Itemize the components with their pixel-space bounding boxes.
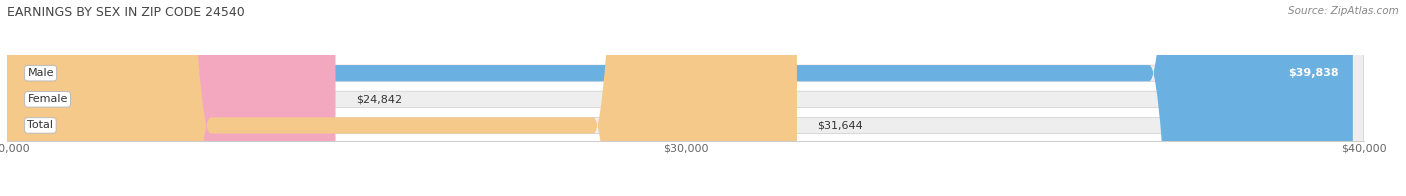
Text: Total: Total bbox=[27, 120, 53, 131]
FancyBboxPatch shape bbox=[7, 0, 1364, 196]
Text: $31,644: $31,644 bbox=[817, 120, 863, 131]
Text: EARNINGS BY SEX IN ZIP CODE 24540: EARNINGS BY SEX IN ZIP CODE 24540 bbox=[7, 6, 245, 19]
FancyBboxPatch shape bbox=[7, 0, 1364, 196]
Text: Source: ZipAtlas.com: Source: ZipAtlas.com bbox=[1288, 6, 1399, 16]
FancyBboxPatch shape bbox=[7, 0, 797, 196]
Text: $24,842: $24,842 bbox=[356, 94, 402, 104]
FancyBboxPatch shape bbox=[7, 0, 1364, 196]
FancyBboxPatch shape bbox=[7, 0, 336, 196]
Text: Male: Male bbox=[27, 68, 53, 78]
FancyBboxPatch shape bbox=[7, 0, 1353, 196]
Text: Female: Female bbox=[27, 94, 67, 104]
Text: $39,838: $39,838 bbox=[1289, 68, 1340, 78]
